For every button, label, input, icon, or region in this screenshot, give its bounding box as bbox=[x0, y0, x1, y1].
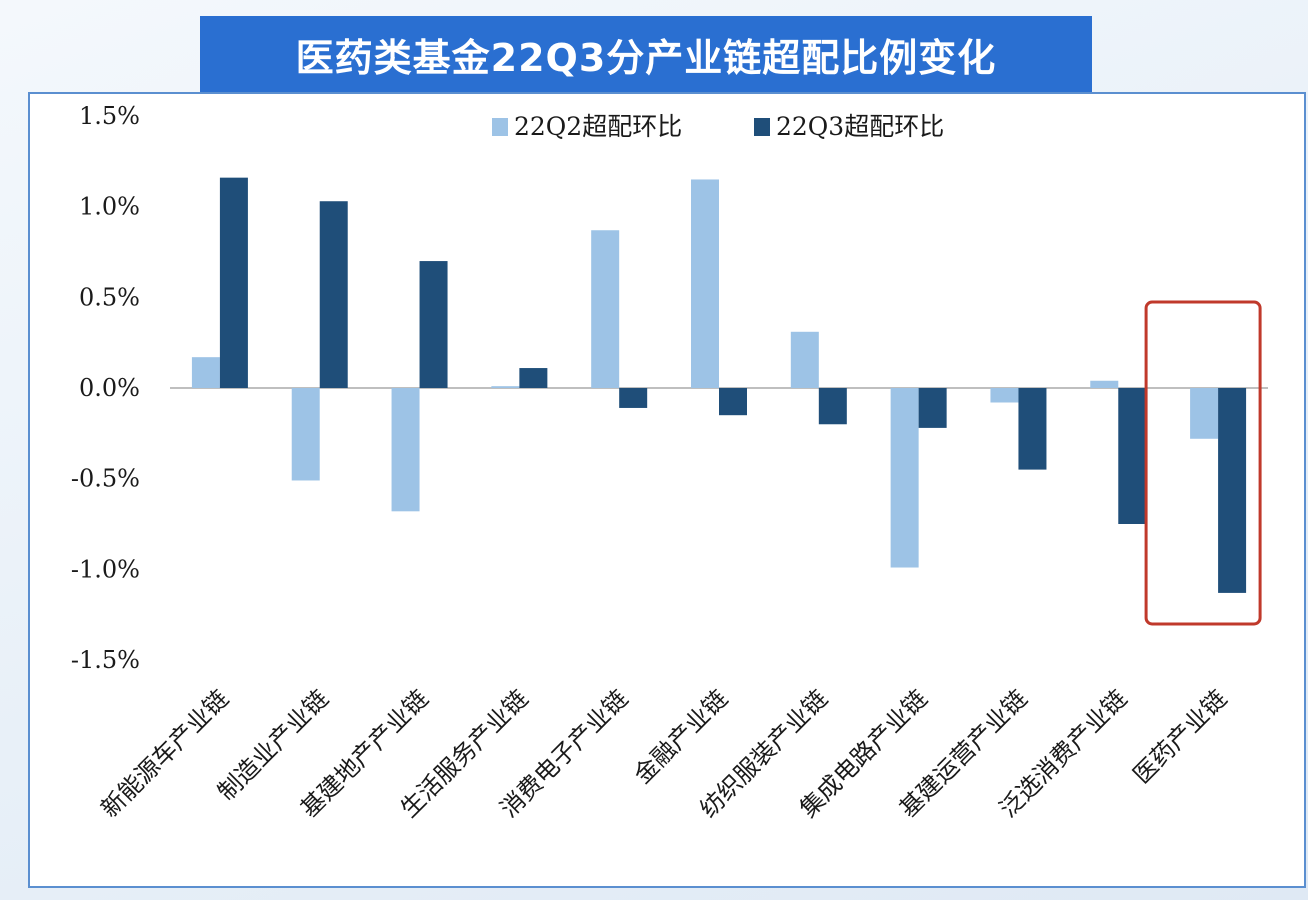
x-category-label: 新能源车产业链 bbox=[96, 684, 235, 823]
bar-22q2 bbox=[1090, 380, 1119, 388]
x-category-label: 金融产业链 bbox=[629, 684, 734, 789]
y-tick-label: 1.0% bbox=[79, 193, 140, 221]
bar-22q2 bbox=[1190, 388, 1219, 439]
bar-22q2 bbox=[691, 179, 719, 388]
y-tick-label: -1.5% bbox=[71, 646, 140, 674]
bar-22q3 bbox=[519, 368, 548, 388]
chart-title-banner: 医药类基金22Q3分产业链超配比例变化 bbox=[200, 16, 1092, 92]
bar-22q2 bbox=[890, 388, 919, 568]
bar-chart: 1.5%1.0%0.5%0.0%-0.5%-1.0%-1.5%新能源车产业链制造… bbox=[71, 102, 1268, 823]
legend-swatch bbox=[492, 118, 508, 136]
y-tick-label: 0.0% bbox=[79, 374, 140, 402]
bar-22q2 bbox=[990, 388, 1019, 403]
y-tick-label: 0.5% bbox=[79, 283, 140, 311]
bar-22q3 bbox=[1218, 388, 1247, 593]
bar-22q2 bbox=[491, 386, 520, 388]
y-tick-label: 1.5% bbox=[79, 102, 140, 130]
legend-swatch bbox=[754, 118, 770, 136]
bar-22q3 bbox=[1118, 388, 1147, 524]
x-category-label: 医药产业链 bbox=[1128, 684, 1233, 789]
bar-22q2 bbox=[191, 357, 220, 388]
bar-22q2 bbox=[790, 331, 819, 388]
bar-22q3 bbox=[619, 388, 648, 408]
bar-22q3 bbox=[719, 388, 747, 416]
bar-22q3 bbox=[918, 388, 947, 428]
legend-label: 22Q3超配环比 bbox=[776, 112, 944, 141]
bar-22q3 bbox=[219, 177, 248, 388]
bar-22q3 bbox=[319, 201, 348, 388]
y-tick-label: -0.5% bbox=[71, 465, 140, 493]
bar-22q2 bbox=[391, 388, 420, 512]
legend-label: 22Q2超配环比 bbox=[514, 112, 682, 141]
chart-title: 医药类基金22Q3分产业链超配比例变化 bbox=[295, 35, 997, 80]
bar-22q2 bbox=[291, 388, 320, 481]
chart-frame: 1.5% 1.0% 0.5% 0.0% -0.5% -1.0% -1.5% 新能源车产业链 制造… bbox=[28, 92, 1306, 888]
bar-22q3 bbox=[419, 261, 448, 388]
bar-22q3 bbox=[818, 388, 847, 425]
bar-22q3 bbox=[1018, 388, 1047, 470]
bar-22q2 bbox=[591, 230, 620, 388]
highlight-box bbox=[1144, 300, 1262, 626]
y-tick-label: -1.0% bbox=[71, 555, 140, 583]
